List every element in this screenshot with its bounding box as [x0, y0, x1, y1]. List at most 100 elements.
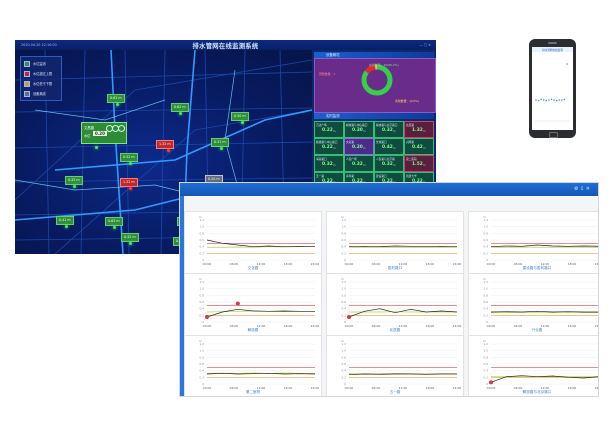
phone-screen: 排水管网在线监测	[532, 47, 573, 130]
x-tick-label: 12:00	[541, 324, 550, 328]
donut-label-alarm: 预警数量：1	[319, 72, 336, 76]
sensor-value: 1.32	[412, 128, 423, 133]
site-dot	[241, 121, 244, 124]
window-controls[interactable]: ⚙ ⇩ ✕	[573, 186, 590, 192]
x-tick-label: 00:00	[345, 262, 354, 266]
sensor-unit: m	[423, 130, 426, 133]
site-marker[interactable]: 0.62 m	[171, 103, 189, 112]
site-marker[interactable]: 0.43 m	[65, 176, 83, 185]
y-tick-label: 0	[486, 258, 488, 262]
y-tick-label: 1.2	[484, 342, 489, 346]
y-unit-label: m	[483, 215, 486, 219]
phone-data-point	[537, 99, 540, 102]
x-tick-label: 18:00	[568, 262, 577, 266]
x-tick-label: 12:00	[399, 324, 408, 328]
chart-card[interactable]: 0 0.2 0.4 0.6 0.8 1.0 1.2 00:00 06:00 12:00 18:00 2…	[184, 335, 322, 396]
x-tick-label: 24:00	[453, 386, 462, 390]
sensor-card[interactable]: 解放路与中山路口 0.30 m	[344, 121, 374, 138]
chart-card[interactable]: 0 0.2 0.4 0.6 0.8 1.0 1.2 00:00 06:00 12:00 18:00 2…	[468, 273, 598, 336]
legend-item[interactable]: 水位低于下限	[24, 80, 52, 87]
device-stats: 在线数量：10(86.2%) 预警数量：1 离线数量：(0.0%)	[314, 58, 436, 113]
realtime-title: 实时监测	[326, 114, 340, 118]
x-tick-label: 00:00	[487, 324, 496, 328]
x-tick-label: 12:00	[541, 262, 550, 266]
site-dot	[129, 162, 132, 165]
sensor-value: 0.22	[322, 128, 333, 133]
y-tick-label: 1.0	[200, 349, 205, 353]
site-marker[interactable]: 0.51 m	[211, 138, 229, 147]
line-chart: 0 0.2 0.4 0.6 0.8 1.0 1.2 00:00 06:00 12:00 18:00 2…	[341, 215, 462, 266]
sensor-value: 1.52	[412, 162, 423, 167]
info-icon[interactable]	[118, 125, 125, 132]
x-tick-label: 06:00	[230, 324, 239, 328]
chart-card[interactable]: 0 0.2 0.4 0.6 0.8 1.0 1.2 00:00 06:00 12:00 18:00 2…	[326, 335, 464, 396]
x-tick-label: 06:00	[372, 386, 381, 390]
phone-data-point	[540, 98, 542, 101]
x-tick-label: 12:00	[399, 386, 408, 390]
legend-label: 设备离线	[33, 92, 46, 96]
sensor-name: 人民广场	[346, 157, 357, 161]
y-tick-label: 0.6	[342, 300, 347, 304]
x-tick-label: 12:00	[257, 386, 266, 390]
sensor-card[interactable]: 兴隆路 0.42 m	[404, 138, 434, 155]
x-tick-label: 06:00	[230, 386, 239, 390]
chart-card[interactable]: 0 0.2 0.4 0.6 0.8 1.0 1.2 00:00 06:00 12:00 18:00 2…	[468, 335, 598, 396]
legend-item[interactable]: 水位监测	[24, 60, 46, 67]
chart-card[interactable]: 0 0.2 0.4 0.6 0.8 1.0 1.2 00:00 06:00 12:00 18:00 2…	[184, 273, 322, 336]
site-marker[interactable]: 0.50 m	[231, 112, 249, 121]
x-tick-label: 06:00	[372, 324, 381, 328]
series-line-black	[490, 310, 598, 313]
chart-title: 北辰路	[389, 328, 401, 332]
x-tick-label: 00:00	[345, 324, 354, 328]
site-marker[interactable]: 0.52 m	[120, 153, 138, 162]
phone-data-point	[548, 99, 550, 101]
legend-item[interactable]: 设备离线	[24, 90, 46, 97]
series-line-black	[348, 245, 458, 248]
x-tick-label: 00:00	[203, 262, 212, 266]
sensor-name: 解放路与北京路口	[376, 123, 398, 127]
chart-card[interactable]: 0 0.2 0.4 0.6 0.8 1.0 1.2 00:00 06:00 12:00 18:00 2…	[184, 211, 322, 274]
y-tick-label: 0.4	[342, 307, 347, 311]
sensor-card[interactable]: 长城路口 0.42 m	[374, 138, 404, 155]
sensor-card[interactable]: 人民路与北京路 0.32 m	[374, 155, 404, 172]
x-tick-label: 18:00	[426, 324, 435, 328]
stats-title: 设备概况	[326, 53, 340, 57]
y-tick-label: 0.4	[342, 245, 347, 249]
chart-card[interactable]: 0 0.2 0.4 0.6 0.8 1.0 1.2 00:00 06:00 12:00 18:00 2…	[326, 211, 464, 274]
series-line-black	[348, 308, 458, 318]
y-tick-label: 0	[344, 258, 346, 262]
phone-data-point	[542, 99, 545, 101]
chart-card[interactable]: 0 0.2 0.4 0.6 0.8 1.0 1.2 00:00 06:00 12:00 18:00 2…	[468, 211, 598, 274]
site-popup[interactable]: 文昌路 水位 0.20	[81, 122, 127, 144]
home-button[interactable]	[549, 132, 558, 138]
sensor-value: 0.30	[352, 128, 363, 133]
y-tick-label: 0.4	[342, 369, 347, 373]
y-tick-label: 0.2	[484, 251, 489, 255]
line-chart: 0 0.2 0.4 0.6 0.8 1.0 1.2 00:00 06:00 12:00 18:00 2…	[483, 339, 598, 390]
sensor-card[interactable]: 万达广场 0.22 m	[314, 121, 344, 138]
y-tick-label: 0.4	[200, 245, 205, 249]
site-marker[interactable]: 1.32 m	[120, 178, 138, 187]
sensor-card[interactable]: 人民广场 0.32 m	[344, 155, 374, 172]
y-unit-label: m	[483, 277, 486, 281]
sensor-card[interactable]: 解放路与中山路口 0.22 m	[314, 138, 344, 155]
sensor-value: 0.32	[382, 128, 393, 133]
site-marker[interactable]: 0.63 m	[107, 94, 125, 103]
sensor-card[interactable]: 第二医院 1.52 m	[404, 155, 434, 172]
y-tick-label: 0.2	[342, 313, 347, 317]
site-marker[interactable]: 0.42 m	[121, 233, 139, 242]
y-tick-label: 0.8	[200, 293, 205, 297]
sensor-card[interactable]: 文昌路 0.20 m	[344, 138, 374, 155]
site-marker[interactable]: 0.63 m	[105, 217, 123, 226]
legend-item[interactable]: 水位超过上限	[24, 70, 52, 77]
chart-card[interactable]: 0 0.2 0.4 0.6 0.8 1.0 1.2 00:00 06:00 12:00 18:00 2…	[326, 273, 464, 336]
site-marker[interactable]: 0.41 m	[56, 216, 74, 225]
x-tick-label: 24:00	[453, 262, 462, 266]
sensor-card[interactable]: 北辰路 1.32 m	[404, 121, 434, 138]
x-tick-label: 18:00	[568, 386, 577, 390]
site-marker[interactable]: 1.32 m	[156, 140, 174, 149]
sensor-card[interactable]: 解放路与北京路口 0.32 m	[374, 121, 404, 138]
sensor-card[interactable]: 海南路口 0.32 m	[314, 155, 344, 172]
window-controls[interactable]: — □ ✕	[419, 43, 431, 47]
y-tick-label: 0.6	[200, 300, 205, 304]
